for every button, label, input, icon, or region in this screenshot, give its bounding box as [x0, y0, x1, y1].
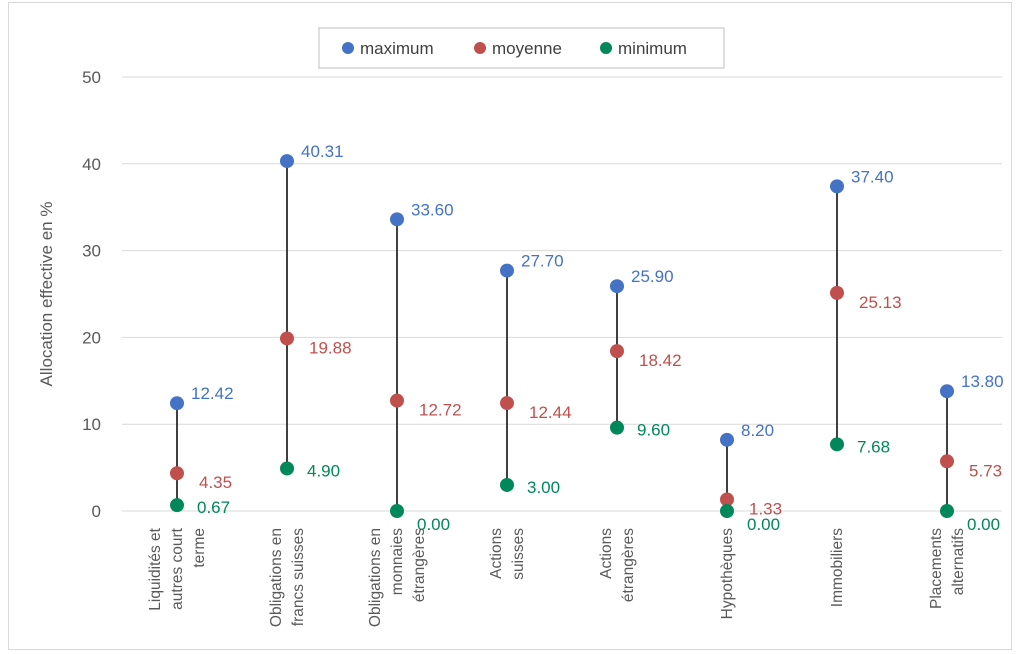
- chart-frame: [8, 2, 1012, 650]
- moyenne-data-label: 25.13: [859, 293, 902, 312]
- maximum-data-label: 27.70: [521, 252, 564, 271]
- moyenne-data-label: 1.33: [749, 499, 782, 518]
- moyenne-data-label: 5.73: [969, 461, 1002, 480]
- category-label: Hypothèques: [719, 528, 736, 620]
- category-label: Liquidités et autres court terme: [147, 527, 208, 610]
- category-label: Actions suisses: [488, 528, 527, 580]
- moyenne-point: [720, 492, 734, 507]
- minimum-legend-label: minimum: [618, 39, 687, 58]
- legend-box: [318, 27, 725, 69]
- y-axis-title: Allocation effective en %: [37, 202, 56, 387]
- category-label-line: Liquidités et: [147, 527, 164, 610]
- y-tick-label: 50: [82, 68, 101, 87]
- category-label: Placements alternatifs: [928, 528, 967, 609]
- maximum-point: [830, 179, 844, 194]
- minimum-point: [610, 420, 624, 435]
- maximum-point: [170, 396, 184, 411]
- maximum-data-label: 12.42: [191, 384, 234, 403]
- y-tick-label: 10: [82, 415, 101, 434]
- category-label-line: monnaies: [389, 528, 406, 595]
- minimum-legend-marker: [600, 42, 612, 54]
- minimum-point: [830, 437, 844, 452]
- maximum-point: [500, 263, 514, 278]
- minimum-point: [720, 504, 734, 518]
- category-label-line: Actions: [598, 528, 615, 579]
- minimum-point: [500, 477, 514, 492]
- category-label-line: terme: [191, 528, 208, 568]
- maximum-data-label: 33.60: [411, 200, 454, 219]
- category-label-line: Immobiliers: [829, 528, 846, 607]
- y-tick-label: 20: [82, 328, 101, 347]
- category-label-line: alternatifs: [950, 528, 967, 595]
- moyenne-point: [940, 454, 954, 469]
- minimum-data-label: 0.67: [197, 498, 230, 517]
- minimum-data-label: 9.60: [637, 421, 670, 440]
- moyenne-point: [280, 331, 294, 346]
- category-label-line: francs suisses: [290, 528, 307, 626]
- moyenne-point: [830, 285, 844, 300]
- minimum-data-label: 0.00: [967, 515, 1000, 534]
- category-label: Immobiliers: [829, 528, 846, 607]
- minimum-point: [390, 504, 404, 518]
- minimum-point: [940, 504, 954, 518]
- moyenne-legend-marker: [474, 42, 486, 54]
- minimum-data-label: 7.68: [857, 437, 890, 456]
- category-label: Actions étrangères: [598, 528, 637, 602]
- maximum-legend-marker: [342, 42, 354, 54]
- minimum-data-label: 0.00: [417, 515, 450, 534]
- maximum-data-label: 25.90: [631, 267, 674, 286]
- maximum-point: [610, 279, 624, 294]
- moyenne-data-label: 18.42: [639, 351, 682, 370]
- category-label: Obligations en monnaies étrangères: [367, 528, 428, 627]
- moyenne-point: [390, 393, 404, 408]
- category-label-line: Actions: [488, 528, 505, 579]
- maximum-point: [940, 384, 954, 399]
- maximum-data-label: 13.80: [961, 372, 1004, 391]
- category-label-line: Hypothèques: [719, 528, 736, 620]
- moyenne-data-label: 12.44: [529, 403, 572, 422]
- moyenne-point: [610, 344, 624, 359]
- y-tick-label: 40: [82, 155, 101, 174]
- y-tick-label: 0: [92, 502, 101, 521]
- minimum-data-label: 3.00: [527, 478, 560, 497]
- minimum-point: [170, 498, 184, 513]
- maximum-data-label: 37.40: [851, 167, 894, 186]
- category-label-line: suisses: [510, 528, 527, 580]
- moyenne-point: [500, 396, 514, 411]
- maximum-data-label: 8.20: [741, 421, 774, 440]
- category-label-line: autres court: [169, 527, 186, 610]
- category-label-line: étrangères: [411, 528, 428, 602]
- moyenne-data-label: 12.72: [419, 401, 462, 420]
- moyenne-data-label: 19.88: [309, 338, 352, 357]
- category-label-line: Obligations en: [268, 528, 285, 627]
- category-label-line: Placements: [928, 528, 945, 609]
- maximum-point: [720, 432, 734, 447]
- moyenne-legend-label: moyenne: [492, 39, 562, 58]
- minimum-data-label: 0.00: [747, 515, 780, 534]
- moyenne-point: [170, 466, 184, 481]
- maximum-legend-label: maximum: [360, 39, 434, 58]
- maximum-point: [280, 154, 294, 169]
- category-label-line: étrangères: [620, 528, 637, 602]
- maximum-point: [390, 212, 404, 227]
- minimum-point: [280, 461, 294, 476]
- category-label: Obligations en francs suisses: [268, 528, 307, 627]
- category-label-line: Obligations en: [367, 528, 384, 627]
- minimum-data-label: 4.90: [307, 461, 340, 480]
- y-tick-label: 30: [82, 242, 101, 261]
- moyenne-data-label: 4.35: [199, 473, 232, 492]
- maximum-data-label: 40.31: [301, 142, 344, 161]
